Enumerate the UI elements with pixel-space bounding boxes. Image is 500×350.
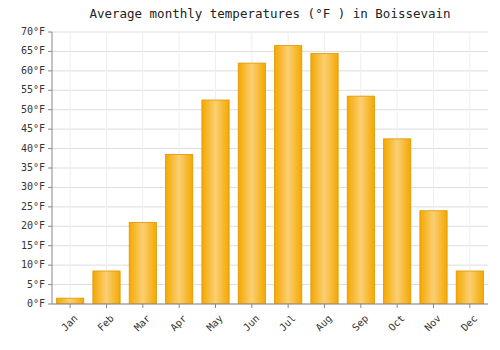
grid: [52, 32, 488, 304]
y-tick-label: 45°F: [21, 123, 45, 134]
y-tick: [48, 226, 52, 227]
x-tick-label: May: [204, 313, 225, 334]
x-tick: [106, 304, 107, 308]
y-tick: [48, 148, 52, 149]
bar: [57, 298, 84, 304]
grid-line-x: [106, 32, 107, 304]
y-tick: [48, 90, 52, 91]
grid-line-y: [52, 187, 488, 188]
grid-line-y: [52, 206, 488, 207]
y-tick: [48, 265, 52, 266]
x-tick-label: Jul: [277, 313, 298, 334]
x-tick-label: Nov: [422, 313, 443, 334]
y-tick-label: 5°F: [27, 279, 45, 290]
x-tick-label: Mar: [132, 313, 153, 334]
x-tick: [433, 304, 434, 308]
y-tick-label: 50°F: [21, 104, 45, 115]
x-tick-label: Apr: [168, 313, 189, 334]
axes: 0°F 5°F 10°F 15°F 20°F 25°F 30°F 35°F 40°F 45°F 50…: [21, 26, 488, 333]
bar: [311, 53, 338, 304]
y-tick: [48, 304, 52, 305]
bars: [57, 46, 484, 304]
x-tick: [288, 304, 289, 308]
bar: [420, 211, 447, 304]
y-tick-label: 30°F: [21, 181, 45, 192]
x-tick-label: Sep: [350, 313, 371, 334]
grid-line-y: [52, 90, 488, 91]
y-tick-label: 10°F: [21, 259, 45, 270]
grid-line-y: [52, 129, 488, 130]
y-tick: [48, 206, 52, 207]
bar: [93, 271, 120, 304]
bar: [202, 100, 229, 304]
x-tick: [397, 304, 398, 308]
y-tick: [48, 168, 52, 169]
x-tick-label: Dec: [459, 313, 480, 334]
y-tick: [48, 129, 52, 130]
y-tick: [48, 51, 52, 52]
grid-line-y: [52, 109, 488, 110]
grid-line-y: [52, 32, 488, 33]
grid-line-x: [70, 32, 71, 304]
bar: [384, 139, 411, 304]
y-tick: [48, 187, 52, 188]
grid-line-y: [52, 168, 488, 169]
x-tick: [179, 304, 180, 308]
y-tick-label: 0°F: [27, 298, 45, 309]
y-tick-label: 65°F: [21, 45, 45, 56]
x-tick: [70, 304, 71, 308]
chart-svg: 0°F 5°F 10°F 15°F 20°F 25°F 30°F 35°F 40°F 45°F 50…: [0, 0, 500, 350]
y-tick: [48, 109, 52, 110]
grid-line-y: [52, 70, 488, 71]
grid-line-y: [52, 304, 488, 305]
y-tick: [48, 245, 52, 246]
x-axis-line: [52, 304, 488, 305]
x-tick-label: Aug: [313, 313, 334, 334]
grid-line-y: [52, 148, 488, 149]
y-tick-label: 55°F: [21, 84, 45, 95]
bar: [456, 271, 483, 304]
y-tick-label: 40°F: [21, 143, 45, 154]
x-tick: [360, 304, 361, 308]
y-tick-label: 25°F: [21, 201, 45, 212]
x-tick-label: Feb: [95, 313, 116, 334]
x-tick: [215, 304, 216, 308]
y-tick-label: 35°F: [21, 162, 45, 173]
x-tick-label: Jan: [59, 313, 80, 334]
y-tick-label: 15°F: [21, 240, 45, 251]
x-tick-label: Jun: [241, 313, 262, 334]
y-tick: [48, 70, 52, 71]
x-tick: [251, 304, 252, 308]
chart-container: 0°F 5°F 10°F 15°F 20°F 25°F 30°F 35°F 40°F 45°F 50…: [0, 0, 500, 350]
y-tick-label: 20°F: [21, 220, 45, 231]
y-tick: [48, 284, 52, 285]
y-tick-label: 70°F: [21, 26, 45, 37]
grid-line-x: [469, 32, 470, 304]
bar: [238, 63, 265, 304]
bar: [275, 46, 302, 304]
x-tick-label: Oct: [386, 313, 407, 334]
y-tick-label: 60°F: [21, 65, 45, 76]
y-tick: [48, 32, 52, 33]
bar: [129, 222, 156, 304]
bar: [166, 154, 193, 304]
grid-line-y: [52, 51, 488, 52]
x-tick: [142, 304, 143, 308]
x-tick: [324, 304, 325, 308]
x-tick: [469, 304, 470, 308]
bar: [347, 96, 374, 304]
chart-title: Average monthly temperatures (°F ) in Bo…: [89, 6, 450, 21]
